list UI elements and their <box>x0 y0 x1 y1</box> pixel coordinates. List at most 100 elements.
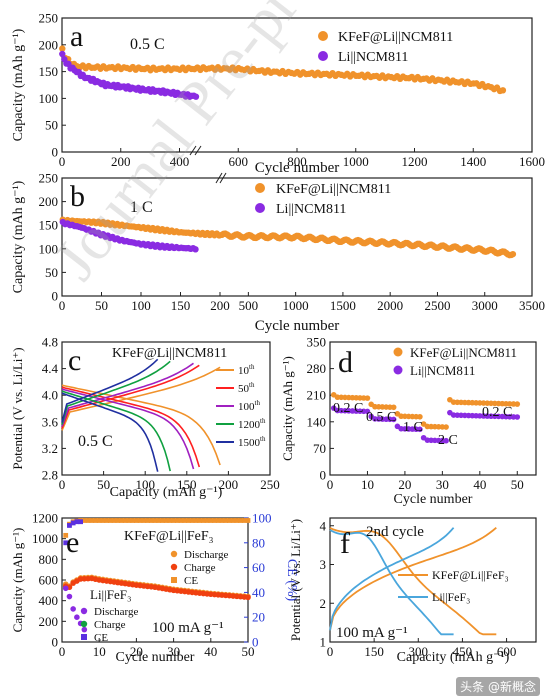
panel-c-legend-label-3: 1200th <box>238 417 266 431</box>
panel-e-series-4-point <box>74 519 80 525</box>
panel-b-legend-label-1: Li||NCM811 <box>276 202 346 217</box>
panel-e-series-2-point <box>241 518 247 523</box>
panel-e-legend-b-marker-0 <box>80 607 88 615</box>
panel-b-ytick-label: 50 <box>45 265 58 280</box>
panel-a-legend-marker-1 <box>318 51 328 61</box>
panel-e-legend-b-marker-1 <box>80 620 88 628</box>
panel-b-ytick-label: 150 <box>39 218 59 233</box>
panel-d-ytick-label: 140 <box>307 414 327 429</box>
panel-b-xtick-label: 1000 <box>283 298 309 313</box>
panel-e-series-2-point <box>204 518 210 523</box>
panel-a-xtick-label: 200 <box>111 154 131 169</box>
panel-e-legend-a-label-2: CE <box>184 575 198 587</box>
panel-a-series-1-point <box>59 50 66 58</box>
panel-e-legend-a-label-0: Discharge <box>184 549 229 561</box>
panel-c-frame <box>61 341 271 476</box>
panel-e-condition: 100 mA g⁻¹ <box>152 620 224 636</box>
panel-e-series-2-point <box>174 518 180 523</box>
panel-c-ytick-label: 3.2 <box>42 441 58 456</box>
panel-a-ytick-label: 150 <box>39 64 59 79</box>
panel-d-rate-label-1: 0.5 C <box>366 410 396 425</box>
panel-e-series-2-point <box>238 518 243 523</box>
panel-c-charge-curve-2 <box>61 362 194 427</box>
panel-d-xtick-label: 50 <box>511 477 524 492</box>
panel-a-xtick-label: 400 <box>170 154 190 169</box>
panel-f-condition: 100 mA g⁻¹ <box>336 625 408 641</box>
panel-c-discharge-curve-0 <box>61 384 221 466</box>
panel-d-series-1-point <box>514 414 521 420</box>
panel-c-legend-label-0: 10th <box>238 363 255 377</box>
panel-f-xtick-label: 0 <box>327 644 334 659</box>
panel-f-ytick-label: 4 <box>320 518 327 533</box>
panel-b-xtick-label: 2000 <box>377 298 403 313</box>
panel-a-xtick-label: 1600 <box>519 154 545 169</box>
panel-b-frame <box>61 177 533 297</box>
panel-e-legend-a-marker-0 <box>170 550 178 558</box>
panel-f-title: 2nd cycle <box>366 524 424 540</box>
panel-e-series-4-point <box>70 520 76 526</box>
panel-e-series-4-point <box>78 519 83 525</box>
panel-c-charge-curve-1 <box>61 364 200 429</box>
panel-e-ytick2-label: 40 <box>252 585 265 600</box>
panel-e-legend-a-label-1: Charge <box>184 562 216 574</box>
panel-d-ytick-label: 0 <box>320 468 327 483</box>
panel-c-charge-curve-0 <box>61 366 221 431</box>
panel-e-legend-b-label-2: CE <box>94 632 108 644</box>
panel-d-legend-label-0: KFeF@Li||NCM811 <box>410 345 517 360</box>
panel-a-xtick-label: 1200 <box>402 154 428 169</box>
panel-e-series-2-point <box>130 518 136 523</box>
panel-d-rate-label-0: 0.2 C <box>333 401 363 416</box>
panel-e-series-2-point <box>212 518 217 523</box>
panel-a-axis-break <box>194 145 202 156</box>
panel-b-legend-marker-0 <box>255 183 265 193</box>
panel-d-series-1-point <box>364 408 371 415</box>
panel-e-series-2-point <box>137 518 143 523</box>
panel-b-series-0-point <box>509 250 517 258</box>
panel-d-xtick-label: 30 <box>436 477 449 492</box>
panel-b-ytick-label: 100 <box>39 241 59 256</box>
panel-e-series-2-point <box>100 518 106 523</box>
panel-c-ytick-label: 2.8 <box>42 468 58 483</box>
panel-e-series-2-point <box>193 518 199 523</box>
panel-e-series-2-point <box>119 518 124 523</box>
panel-d-rate-label-2: 1 C <box>403 420 423 435</box>
panel-e-legend-b-label-1: Charge <box>94 619 126 631</box>
panel-e-series-4-point <box>67 523 72 528</box>
panel-e-series-3-point <box>62 585 69 592</box>
panel-c-ytick-label: 3.6 <box>42 414 59 429</box>
panel-a-legend-label-0: KFeF@Li||NCM811 <box>338 30 453 45</box>
panel-a-axis-break <box>189 145 197 156</box>
panel-c-condition: 0.5 C <box>78 433 113 450</box>
panel-c-letter: c <box>68 344 81 377</box>
panel-d-series-0-point <box>417 413 423 420</box>
panel-d-ytick-label: 70 <box>313 441 326 456</box>
panel-a-ytick-label: 250 <box>39 11 59 26</box>
panel-d-series-1-point <box>390 416 397 423</box>
panel-a-series-0-point <box>499 87 507 94</box>
panel-e-xtick-label: 40 <box>204 644 217 659</box>
panel-d-ytick-label: 210 <box>307 388 327 403</box>
panel-e-series-2-point <box>230 518 236 523</box>
source-credit: 头条 @新概念 <box>456 677 540 696</box>
panel-f-ytick-label: 1 <box>320 635 327 650</box>
panel-d-ylabel: Capacity (mAh g⁻¹) <box>280 356 295 461</box>
panel-f-xtick-label: 150 <box>364 644 384 659</box>
panel-e-ytick-label: 1200 <box>32 511 58 526</box>
panel-e-legend-a-marker-2 <box>171 577 177 583</box>
panel-f-charge-curve-0 <box>329 527 497 631</box>
panel-c-ytick-label: 4.8 <box>42 335 58 350</box>
panel-c-legend-label-1: 50th <box>238 381 255 395</box>
panel-e-series-2-point <box>234 518 240 523</box>
panel-a-xtick-label: 600 <box>229 154 249 169</box>
panel-b-legend-marker-1 <box>255 203 265 213</box>
panel-e-series-2-point <box>245 518 251 523</box>
panel-d-ytick-label: 350 <box>307 335 327 350</box>
panel-e-ytick2-label: 0 <box>252 635 259 650</box>
panel-e-ytick2-label: 20 <box>252 610 265 625</box>
panel-d-rate-label-4: 0.2 C <box>482 405 512 420</box>
panel-c-ylabel: Potential (V vs. Li/Li⁺) <box>10 347 25 469</box>
panel-e-xtick-label: 10 <box>93 644 106 659</box>
panel-e-xtick-label: 30 <box>167 644 180 659</box>
panel-c-xtick-label: 50 <box>97 477 110 492</box>
panel-c-xtick-label: 0 <box>59 477 66 492</box>
